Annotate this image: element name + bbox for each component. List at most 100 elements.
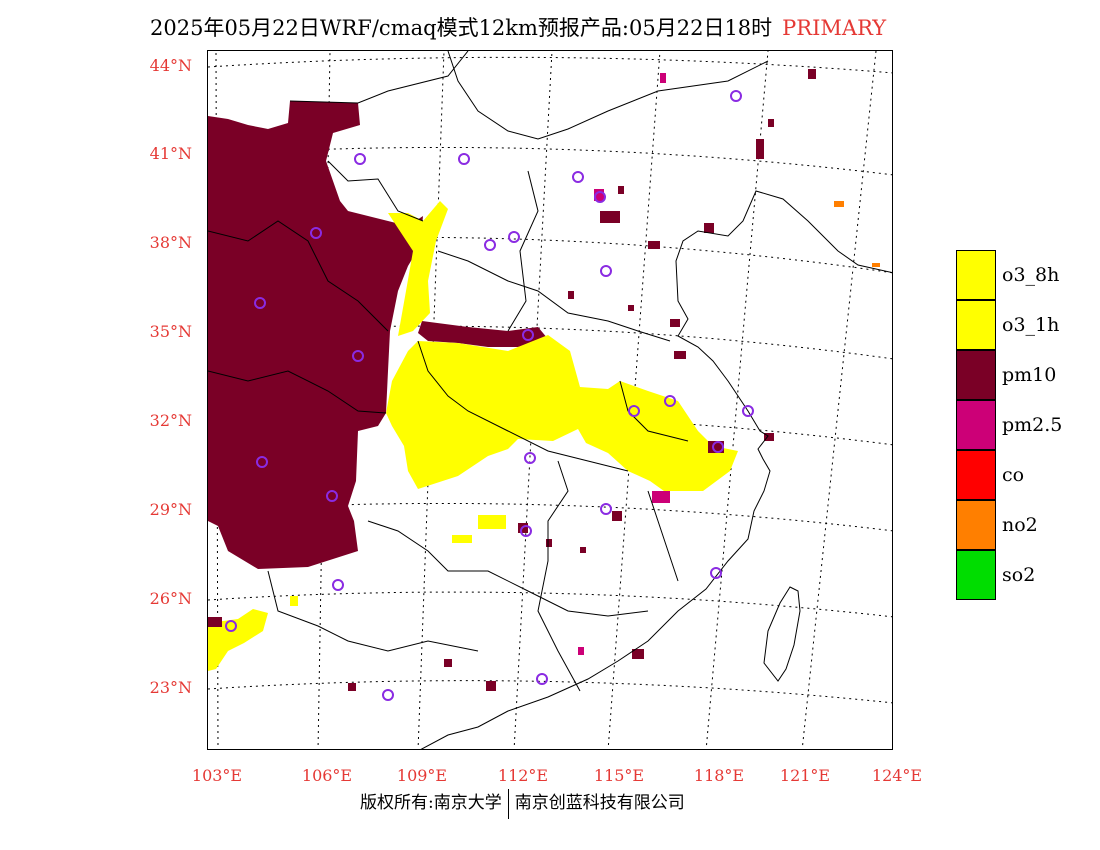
station-marker <box>742 405 754 417</box>
o3-region-north <box>388 201 448 336</box>
pm10-patch <box>632 649 644 659</box>
province-border <box>367 520 649 617</box>
lat-label: 26°N <box>149 589 192 608</box>
province-border <box>619 380 689 442</box>
lat-label: 44°N <box>149 56 192 75</box>
pm10-patch <box>670 319 680 327</box>
province-border <box>647 490 679 582</box>
lat-gridline <box>208 56 892 74</box>
station-marker <box>520 525 532 537</box>
province-border <box>437 250 671 342</box>
pm10-patch <box>648 241 660 249</box>
station-marker <box>254 297 266 309</box>
lon-label: 112°E <box>497 766 549 785</box>
legend-swatch <box>956 450 996 500</box>
no2-patch <box>834 201 844 207</box>
map-canvas <box>208 51 892 749</box>
station-marker <box>354 153 366 165</box>
legend-label: o3_8h <box>1002 264 1060 286</box>
station-marker <box>710 567 722 579</box>
pm10-patch <box>808 69 816 79</box>
lon-gridline <box>891 744 892 749</box>
station-marker <box>628 405 640 417</box>
station-marker <box>352 350 364 362</box>
pm10-patch <box>348 683 356 691</box>
province-border <box>447 51 769 140</box>
pm25-patch <box>660 73 666 83</box>
legend-swatch <box>956 250 996 300</box>
o3-patch <box>478 515 506 529</box>
pm10-patch <box>768 119 774 127</box>
pm10-patch <box>264 301 274 311</box>
primary-tag: PRIMARY <box>782 16 887 40</box>
station-marker <box>536 673 548 685</box>
pm10-band <box>418 321 548 347</box>
station-marker <box>664 395 676 407</box>
no2-patch <box>872 263 880 267</box>
lon-gridline <box>801 51 877 749</box>
map-title: 2025年05月22日WRF/cmaq模式12km预报产品:05月22日18时 P… <box>150 12 1000 40</box>
pm10-region-west <box>208 101 423 569</box>
province-border <box>417 340 629 472</box>
lon-label: 115°E <box>593 766 645 785</box>
lon-label: 124°E <box>871 766 923 785</box>
lat-gridline <box>208 591 892 618</box>
lat-label: 32°N <box>149 411 192 430</box>
station-marker <box>225 620 237 632</box>
coastline <box>420 190 892 749</box>
pm10-patch <box>628 305 634 311</box>
legend-swatch <box>956 300 996 350</box>
station-marker <box>332 579 344 591</box>
title-text: 2025年05月22日WRF/cmaq模式12km预报产品:05月22日18时 <box>150 16 773 40</box>
legend-swatch <box>956 500 996 550</box>
lat-label: 38°N <box>149 233 192 252</box>
province-border <box>208 370 387 414</box>
footer-separator <box>507 788 509 819</box>
pm10-patch <box>764 433 774 441</box>
pm10-patch <box>546 539 552 547</box>
province-border <box>537 460 581 692</box>
pm10-patch <box>208 617 222 627</box>
footer-left: 版权所有:南京大学 <box>360 793 502 813</box>
legend-swatch <box>956 400 996 450</box>
pm10-patch <box>568 291 574 299</box>
pm10-patch <box>708 441 724 453</box>
lon-label: 106°E <box>301 766 353 785</box>
taiwan-outline <box>763 586 801 682</box>
lat-label: 29°N <box>149 500 192 519</box>
pm25-patch <box>652 491 670 503</box>
lat-label: 35°N <box>149 322 192 341</box>
station-marker <box>522 329 534 341</box>
pm25-patch <box>594 189 604 201</box>
station-marker <box>458 153 470 165</box>
boundaries <box>208 51 892 749</box>
legend-swatch <box>956 550 996 600</box>
station-marker <box>524 452 536 464</box>
lon-label: 103°E <box>191 766 243 785</box>
pm10-patch <box>444 659 452 667</box>
lon-gridline <box>417 51 445 749</box>
station-marker <box>730 90 742 102</box>
station-marker <box>382 689 394 701</box>
station-marker <box>712 441 724 453</box>
station-marker <box>600 503 612 515</box>
station-marker <box>572 171 584 183</box>
o3-patch <box>452 535 472 543</box>
o3-region-southwest <box>208 609 268 671</box>
pm10-patch <box>704 223 714 233</box>
lat-gridline <box>208 680 892 704</box>
pm25-patch <box>578 647 584 655</box>
station-marker <box>256 456 268 468</box>
province-border <box>289 51 469 104</box>
pm10-patch <box>600 211 620 223</box>
lon-label: 118°E <box>693 766 745 785</box>
station-marker <box>310 227 322 239</box>
station-marker <box>508 231 520 243</box>
o3-region-central <box>386 335 738 491</box>
copyright-footer: 版权所有:南京大学 南京创蓝科技有限公司 <box>360 788 685 819</box>
province-border <box>507 170 539 332</box>
legend-swatch <box>956 350 996 400</box>
legend-label: so2 <box>1002 564 1036 586</box>
pm10-patch <box>580 547 586 553</box>
pm10-patch <box>756 139 764 159</box>
